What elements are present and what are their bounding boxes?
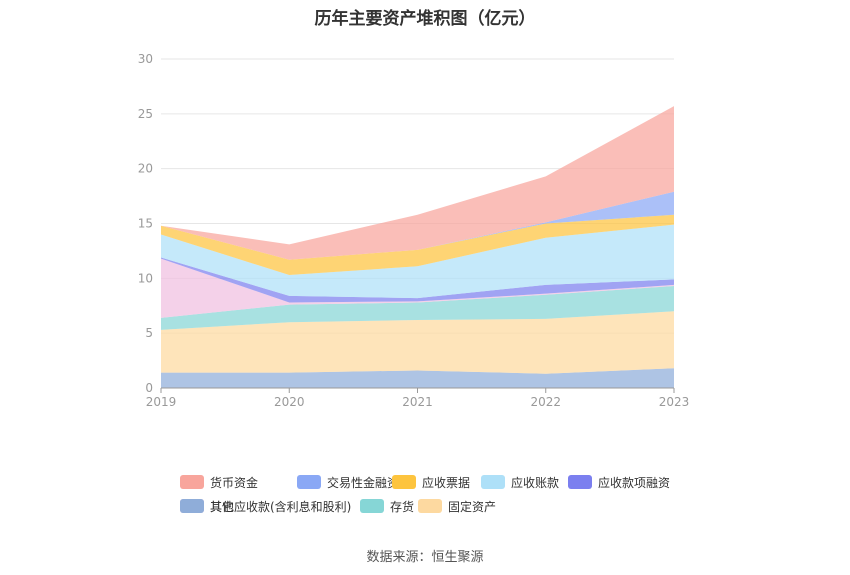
legend-swatch	[180, 499, 204, 513]
legend-item-货币资金[interactable]: 货币资金	[180, 474, 258, 490]
x-tick-label: 2019	[146, 395, 177, 409]
legend-item-应收账款[interactable]: 应收账款	[481, 474, 559, 490]
chart-title: 历年主要资产堆积图（亿元）	[314, 9, 536, 29]
y-tick-label: 0	[145, 381, 153, 395]
legend-item-交易性金融资产[interactable]: 交易性金融资产	[297, 474, 411, 490]
axes: 0 5 10 15 20 25 30 2019 2020 2021 2022 2023	[138, 52, 690, 409]
y-tick-label: 15	[138, 217, 153, 231]
area-应收票据	[161, 214, 674, 276]
legend-item-其它[interactable]: 其它	[180, 498, 234, 514]
legend-item-固定资产[interactable]: 固定资产	[418, 498, 496, 514]
y-tick-label: 30	[138, 52, 153, 66]
legend-label: 存货	[390, 499, 415, 514]
x-tick-label: 2021	[402, 395, 433, 409]
legend-item-应收票据[interactable]: 应收票据	[392, 474, 470, 490]
area-货币资金	[161, 106, 674, 260]
area-应收账款	[161, 224, 674, 299]
legend-swatch	[392, 475, 416, 489]
legend-label: 应收票据	[422, 475, 471, 490]
source-note: 数据来源：恒生聚源	[366, 550, 484, 565]
area-其它	[161, 368, 674, 388]
legend-item-存货[interactable]: 存货	[360, 498, 414, 514]
legend-label: 固定资产	[448, 499, 497, 514]
legend-swatch	[360, 499, 384, 513]
legend-swatch	[418, 499, 442, 513]
y-tick-label: 20	[138, 162, 153, 176]
area-存货	[161, 286, 674, 330]
legend-item-应收款项融资[interactable]: 应收款项融资	[568, 474, 670, 490]
legend-label: 其他应收款(含利息和股利)	[210, 499, 352, 514]
x-tick-label: 2022	[530, 395, 561, 409]
area-series	[161, 106, 674, 388]
legend-swatch	[297, 475, 321, 489]
area-固定资产	[161, 311, 674, 374]
x-tick-label: 2020	[274, 395, 305, 409]
legend-label: 交易性金融资产	[327, 475, 412, 490]
x-tick-label: 2023	[659, 395, 690, 409]
legend-swatch	[568, 475, 592, 489]
y-tick-label: 10	[138, 271, 153, 285]
area-应收款项融资	[161, 257, 674, 303]
y-tick-label: 5	[145, 326, 153, 340]
area-其他应收款-含利息和股利-	[161, 258, 674, 318]
legend-label: 货币资金	[210, 475, 259, 490]
legend-label: 应收款项融资	[598, 475, 671, 490]
legend-swatch	[180, 475, 204, 489]
legend-label: 其它	[210, 499, 235, 514]
legend-label: 应收账款	[511, 475, 560, 490]
y-tick-label: 25	[138, 107, 153, 121]
legend-swatch	[481, 475, 505, 489]
